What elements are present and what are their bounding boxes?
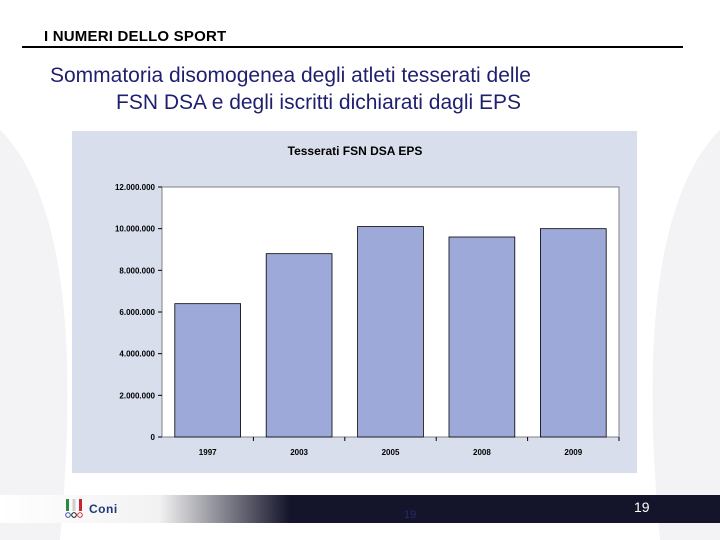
- header-rule: [22, 46, 683, 48]
- y-tick-label: 8.000.000: [119, 266, 155, 275]
- bar-2008: [448, 236, 516, 438]
- x-tick-label: 2005: [382, 448, 400, 457]
- logo-text: Coni: [89, 502, 118, 516]
- bar-2009: [539, 228, 607, 438]
- footer-gradient: [0, 495, 290, 523]
- x-tick-label: 1997: [199, 448, 217, 457]
- x-tick-label: 2003: [290, 448, 308, 457]
- x-tick-label: 2009: [564, 448, 582, 457]
- y-tick-label: 10.000.000: [115, 225, 156, 234]
- bars-group: [174, 226, 607, 438]
- footer-page-number: 19: [404, 509, 417, 521]
- slide-title-line2: FSN DSA e degli iscritti dichiarati dagl…: [116, 91, 521, 114]
- coni-logo: Coni: [64, 498, 118, 520]
- bar-1997: [174, 303, 242, 438]
- slide-title: Sommatoria disomogenea degli atleti tess…: [50, 62, 690, 116]
- bar-chart: Tesserati FSN DSA EPS 0 2.000.000 4.000.00…: [115, 144, 620, 457]
- bar-2003: [265, 253, 333, 438]
- chart-container: Tesserati FSN DSA EPS 0 2.000.000 4.000.00…: [72, 131, 637, 473]
- slide-title-line1: Sommatoria disomogenea degli atleti tess…: [50, 64, 531, 87]
- x-axis: 1997 2003 2005 2008 2009: [199, 437, 620, 457]
- coni-emblem-icon: [65, 499, 83, 518]
- y-axis: 0 2.000.000 4.000.000 6.000.000 8.000.000 10.…: [115, 183, 162, 442]
- y-tick-label: 0: [151, 433, 156, 442]
- y-tick-label: 12.000.000: [115, 183, 156, 192]
- x-tick-label: 2008: [473, 448, 491, 457]
- bar-2005: [357, 226, 424, 438]
- y-tick-label: 6.000.000: [119, 308, 155, 317]
- page-number: 19: [634, 499, 650, 515]
- chart-title: Tesserati FSN DSA EPS: [288, 144, 423, 158]
- footer-bar: Coni: [0, 495, 720, 523]
- y-tick-label: 4.000.000: [119, 350, 155, 359]
- header-title: I NUMERI DELLO SPORT: [44, 28, 227, 45]
- y-tick-label: 2.000.000: [119, 391, 155, 400]
